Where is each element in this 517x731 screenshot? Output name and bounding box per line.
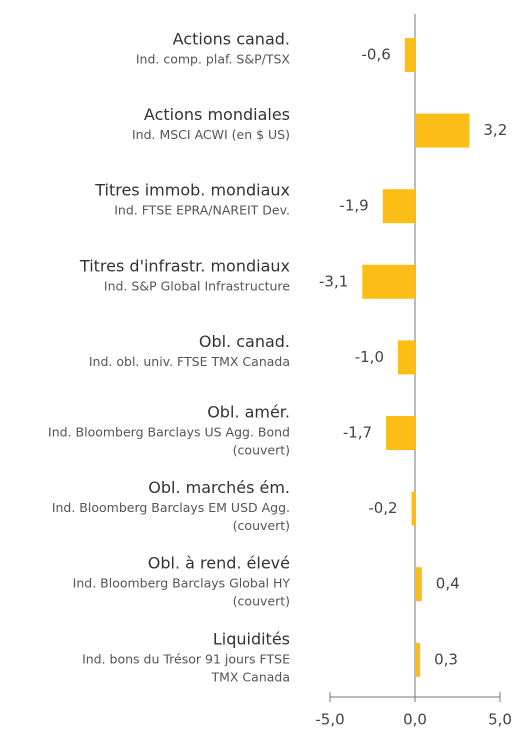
category-sublabel: Ind. bons du Trésor 91 jours FTSE [82, 651, 290, 666]
category-sublabel: Ind. S&P Global Infrastructure [104, 278, 290, 293]
bar [362, 264, 415, 299]
bar [415, 113, 470, 148]
category-sublabel: Ind. obl. univ. FTSE TMX Canada [89, 354, 290, 369]
x-tick-label: 0,0 [403, 711, 427, 729]
bar [415, 642, 421, 677]
category-label: Obl. canad. [199, 332, 290, 351]
category-label: Titres immob. mondiaux [94, 181, 290, 200]
bar [386, 416, 415, 450]
category-label: Actions mondiales [144, 105, 290, 124]
category-sublabel: (couvert) [233, 594, 290, 609]
x-tick-label: 5,0 [488, 711, 512, 729]
category-sublabel: Ind. comp. plaf. S&P/TSX [136, 52, 291, 67]
value-label: 0,4 [436, 575, 460, 593]
category-sublabel: Ind. Bloomberg Barclays Global HY [73, 576, 291, 591]
bar [382, 189, 415, 224]
value-label: 0,3 [434, 650, 458, 668]
category-sublabel: (couvert) [233, 443, 290, 458]
category-sublabel: (couvert) [233, 518, 290, 533]
category-sublabel: TMX Canada [210, 669, 290, 684]
value-label: 3,2 [483, 121, 507, 139]
category-label: Obl. amér. [207, 403, 290, 422]
category-sublabel: Ind. FTSE EPRA/NAREIT Dev. [114, 203, 290, 218]
value-label: -0,6 [362, 46, 391, 64]
value-label: -1,9 [339, 197, 368, 215]
category-sublabel: Ind. Bloomberg Barclays US Agg. Bond [48, 425, 290, 440]
value-label: -1,0 [355, 348, 384, 366]
value-label: -3,1 [319, 272, 348, 290]
category-label: Obl. à rend. élevé [148, 554, 290, 573]
category-label: Obl. marchés ém. [148, 478, 290, 497]
category-sublabel: Ind. Bloomberg Barclays EM USD Agg. [52, 500, 290, 515]
x-tick-label: -5,0 [315, 711, 344, 729]
category-label: Actions canad. [173, 30, 290, 49]
category-label: Liquidités [213, 629, 290, 648]
value-label: -1,7 [343, 424, 372, 442]
bar [398, 340, 415, 375]
category-label: Titres d'infrastr. mondiaux [79, 256, 290, 275]
category-sublabel: Ind. MSCI ACWI (en $ US) [132, 127, 290, 142]
value-label: -0,2 [368, 499, 397, 517]
bar [404, 38, 415, 72]
bar [415, 567, 422, 602]
bar [411, 491, 415, 526]
